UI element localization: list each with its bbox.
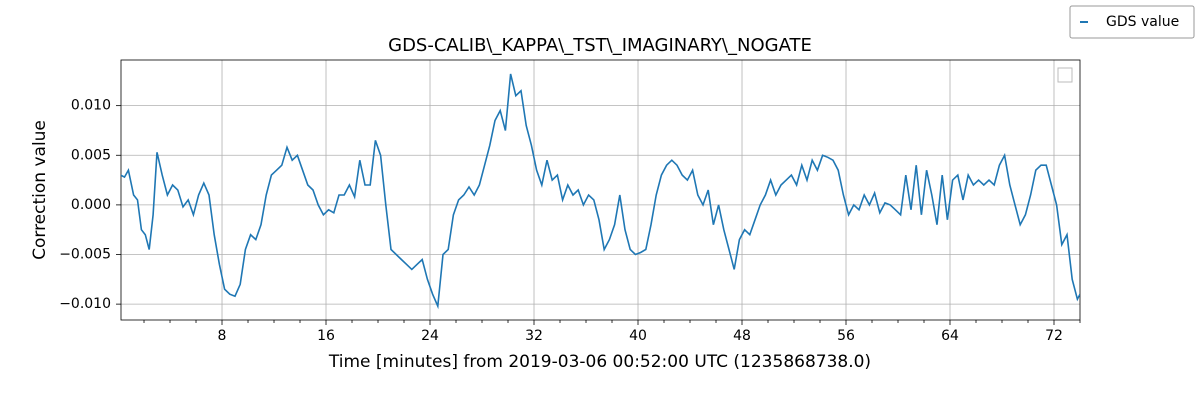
y-tick-label: −0.010 xyxy=(59,296,111,312)
x-axis-label: Time [minutes] from 2019-03-06 00:52:00 … xyxy=(328,352,871,372)
x-tick-label: 24 xyxy=(421,328,439,344)
x-tick-label: 64 xyxy=(941,328,959,344)
x-tick-label: 8 xyxy=(218,328,227,344)
chart-title: GDS-CALIB\_KAPPA\_TST\_IMAGINARY\_NOGATE xyxy=(388,35,812,56)
y-tick-label: −0.005 xyxy=(59,247,111,263)
x-tick-label: 40 xyxy=(629,328,647,344)
inner-legend-box xyxy=(1057,67,1073,83)
y-tick-label: 0.005 xyxy=(71,147,111,163)
x-tick-label: 16 xyxy=(317,328,335,344)
x-tick-label: 72 xyxy=(1045,328,1063,344)
y-tick-label: 0.010 xyxy=(71,98,111,114)
legend-label: GDS value xyxy=(1106,14,1179,30)
x-tick-label: 32 xyxy=(525,328,543,344)
x-tick-label: 48 xyxy=(733,328,751,344)
data-line xyxy=(121,73,1080,310)
x-tick-label: 56 xyxy=(837,328,855,344)
legend-box xyxy=(1069,5,1195,39)
y-axis-label: Correction value xyxy=(30,120,50,260)
plot-frame xyxy=(120,59,1081,321)
y-tick-label: 0.000 xyxy=(71,197,111,213)
